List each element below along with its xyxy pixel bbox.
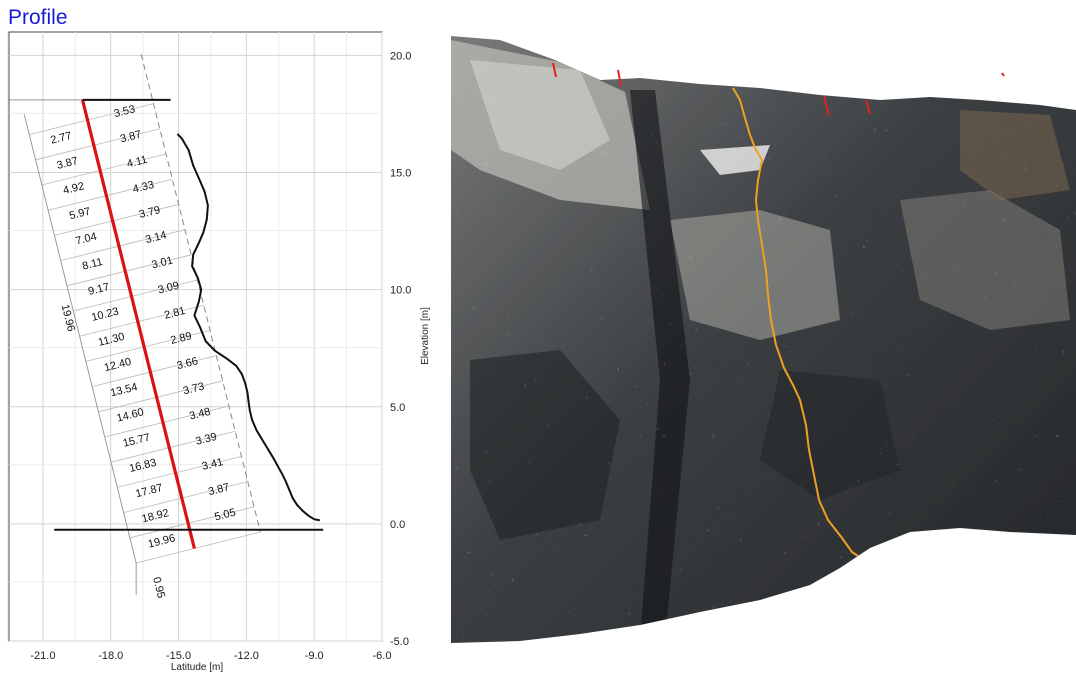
along-label: 3.87: [56, 155, 80, 172]
series-line-1: [176, 133, 321, 522]
along-label: 8.11: [81, 256, 104, 273]
offset-label: 3.79: [138, 204, 162, 221]
offset-label: 3.87: [207, 481, 231, 498]
construction-lines: [9, 54, 261, 596]
y-tick-label: 5.0: [390, 402, 405, 414]
offset-label: 3.09: [157, 280, 181, 297]
ladder-rung: [29, 103, 154, 135]
ladder-rung: [48, 178, 173, 211]
ladder-rung: [104, 405, 230, 438]
series-line-2: [80, 99, 196, 549]
ladder-rung: [85, 330, 211, 362]
orange-profile-line: [732, 87, 859, 557]
x-axis-ticks: -21.0 -18.0 -15.0 -12.0 -9.0 -6.0: [30, 650, 391, 662]
y-tick-label: 15.0: [390, 168, 411, 180]
offset-label: 3.39: [194, 431, 218, 448]
dimension-line-left: [23, 114, 137, 564]
x-axis-label: Latitude [m]: [171, 662, 223, 673]
ladder-rung: [98, 380, 223, 413]
offset-label: 3.73: [182, 381, 206, 398]
ladder-rung: [60, 229, 186, 261]
offset-label: 4.33: [132, 179, 156, 196]
ladder-rung: [129, 506, 255, 539]
ladder-rung: [54, 204, 179, 236]
x-tick-label: -6.0: [373, 650, 392, 662]
red-tick: [552, 62, 557, 78]
offset-label: 3.53: [113, 103, 137, 120]
ladder-rung: [41, 153, 167, 186]
offset-label: 4.11: [126, 154, 149, 171]
along-label: 5.97: [68, 205, 92, 222]
y-axis-label: Elevation [m]: [420, 307, 431, 365]
profile-chart: -21.0 -18.0 -15.0 -12.0 -9.0 -6.0 20.0 15.0 10.…: [6, 31, 431, 673]
ladder-rung: [79, 304, 204, 337]
offset-label: 3.48: [188, 406, 212, 423]
offset-label: 5.05: [213, 507, 237, 524]
rock-surface: [451, 36, 1076, 643]
ladder-rung: [123, 481, 248, 513]
ladder-rung: [35, 128, 160, 161]
offset-label: 3.66: [176, 355, 200, 372]
red-tick: [865, 99, 871, 115]
x-tick-label: -15.0: [166, 650, 191, 662]
x-tick-label: -18.0: [98, 650, 123, 662]
along-label: 2.77: [49, 130, 73, 147]
red-tick: [823, 95, 830, 117]
along-label: 4.92: [62, 180, 86, 197]
offset-label: 3.14: [144, 229, 168, 246]
red-tick: [617, 69, 622, 87]
offset-label: 3.87: [119, 129, 143, 146]
ladder-rung: [117, 456, 242, 488]
offset-label: 2.89: [169, 330, 193, 347]
grid: [6, 32, 383, 642]
offset-label: 2.81: [163, 305, 187, 322]
y-tick-label: -5.0: [390, 636, 409, 648]
ladder-rung: [110, 430, 236, 463]
y-tick-label: 0.0: [390, 519, 405, 531]
bottom-offset-label: 0.95: [150, 576, 167, 600]
offset-label: 3.41: [201, 456, 225, 473]
along-label: 7.04: [74, 231, 98, 248]
y-tick-label: 20.0: [390, 50, 411, 62]
ladder-rung: [136, 531, 261, 564]
red-tick-markers: [552, 62, 1005, 117]
ladder-rung: [73, 279, 198, 312]
y-axis-ticks: 20.0 15.0 10.0 5.0 0.0 -5.0: [390, 50, 411, 648]
x-tick-label: -12.0: [234, 650, 259, 662]
x-tick-label: -21.0: [30, 650, 55, 662]
offset-label: 3.01: [150, 255, 174, 272]
red-tick: [1001, 72, 1005, 77]
chart-title: Profile: [8, 6, 68, 29]
along-label: 9.17: [87, 281, 111, 298]
ladder-rung: [66, 254, 192, 287]
y-tick-label: 10.0: [390, 285, 411, 297]
ladder-rung: [92, 355, 217, 387]
dimension-line-right: [140, 54, 261, 533]
x-tick-label: -9.0: [305, 650, 324, 662]
series-group: [54, 98, 324, 549]
